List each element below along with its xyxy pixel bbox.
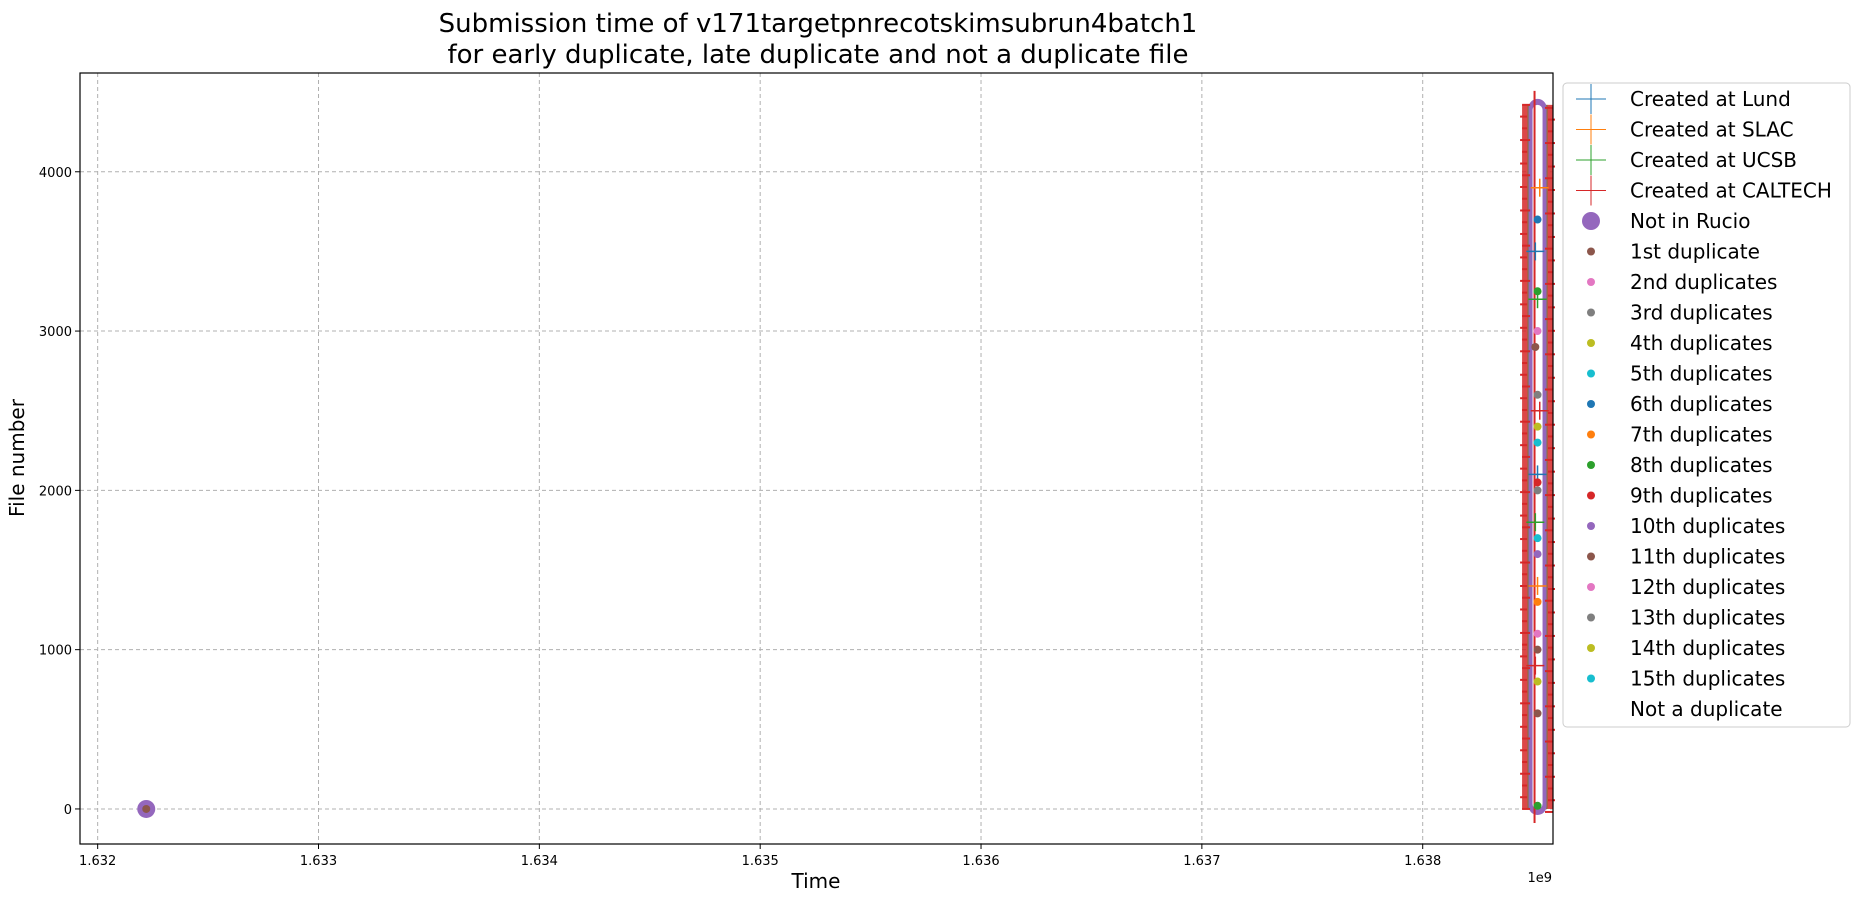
data-points xyxy=(137,178,1549,818)
point-dot xyxy=(1533,550,1542,559)
x-axis-ticks: 1.632 1.633 1.634 1.635 1.636 1.637 1.638 xyxy=(79,844,1441,869)
legend-marker-dot xyxy=(1587,583,1595,591)
point-dot xyxy=(1533,390,1542,399)
legend-marker-dot xyxy=(1587,613,1595,622)
legend-label: 12th duplicates xyxy=(1630,575,1785,599)
point-dot xyxy=(1531,342,1540,351)
legend-label: 13th duplicates xyxy=(1630,606,1785,630)
legend-marker-dot xyxy=(1587,644,1595,652)
x-tick-label: 1.632 xyxy=(79,854,116,869)
point-dot xyxy=(1533,478,1542,487)
point-dot xyxy=(1533,709,1542,718)
point-dot xyxy=(1533,287,1542,296)
legend-frame xyxy=(1562,82,1851,728)
x-tick-label: 1.638 xyxy=(1404,854,1441,869)
legend-label: 11th duplicates xyxy=(1630,545,1785,569)
y-tick-label: 2000 xyxy=(39,484,72,499)
legend: Created at Lund Created at SLAC Created at… xyxy=(1562,82,1851,728)
chart-title-line1: Submission time of v171targetpnrecotskim… xyxy=(439,9,1198,39)
y-axis-ticks: 0 1000 2000 3000 4000 xyxy=(39,166,80,818)
legend-marker-dot xyxy=(1587,491,1595,500)
legend-label: Not a duplicate xyxy=(1630,697,1783,721)
legend-marker-dot xyxy=(1587,552,1595,561)
point-dot xyxy=(1533,597,1542,606)
legend-label: 7th duplicates xyxy=(1630,423,1773,447)
x-tick-label: 1.637 xyxy=(1183,854,1220,869)
point-dot xyxy=(1533,438,1542,447)
legend-label: 4th duplicates xyxy=(1630,331,1773,355)
legend-marker-big-dot xyxy=(1582,212,1600,230)
y-tick-label: 1000 xyxy=(39,644,72,659)
plot-area-frame xyxy=(79,72,1554,845)
legend-marker-dot xyxy=(1587,461,1595,469)
point-dot xyxy=(1533,645,1542,654)
y-tick-label: 0 xyxy=(64,803,72,818)
grid xyxy=(80,73,1553,844)
legend-label: 9th duplicates xyxy=(1630,484,1773,508)
point-dot xyxy=(1533,677,1542,686)
legend-label: 3rd duplicates xyxy=(1630,301,1773,325)
x-tick-label: 1.635 xyxy=(742,854,779,869)
legend-marker-dot xyxy=(1587,400,1595,408)
legend-label: 15th duplicates xyxy=(1630,667,1785,691)
x-axis-offset-text: 1e9 xyxy=(1527,871,1552,886)
legend-label: 8th duplicates xyxy=(1630,453,1773,477)
legend-marker-dot xyxy=(1587,430,1595,439)
y-axis-label: File number xyxy=(5,398,29,517)
legend-label: 10th duplicates xyxy=(1630,514,1785,538)
legend-label: Not in Rucio xyxy=(1630,209,1750,233)
y-tick-label: 3000 xyxy=(39,325,72,340)
point-dot xyxy=(142,804,151,813)
legend-label: Created at Lund xyxy=(1630,87,1791,111)
point-dot xyxy=(1533,215,1542,224)
x-tick-label: 1.636 xyxy=(962,854,999,869)
legend-label: Created at CALTECH xyxy=(1630,179,1832,203)
x-tick-label: 1.633 xyxy=(300,854,337,869)
legend-marker-dot xyxy=(1587,339,1595,347)
legend-marker-dot xyxy=(1587,308,1595,317)
legend-label: 1st duplicate xyxy=(1630,240,1760,264)
x-tick-label: 1.634 xyxy=(521,854,558,869)
legend-marker-dot xyxy=(1587,522,1595,530)
point-dot xyxy=(1533,629,1542,638)
legend-label: 14th duplicates xyxy=(1630,636,1785,660)
legend-marker-dot xyxy=(1587,369,1595,378)
point-dot xyxy=(1533,422,1542,431)
point-dot xyxy=(1533,327,1542,336)
legend-label: 6th duplicates xyxy=(1630,392,1773,416)
chart-title-line2: for early duplicate, late duplicate and … xyxy=(447,40,1188,70)
point-dot xyxy=(1533,486,1542,495)
y-tick-label: 4000 xyxy=(39,166,72,181)
point-dot xyxy=(1533,534,1542,543)
x-axis-label: Time xyxy=(791,869,841,893)
legend-label: Created at UCSB xyxy=(1630,148,1797,172)
legend-marker-dot xyxy=(1587,247,1595,256)
legend-label: 2nd duplicates xyxy=(1630,270,1777,294)
legend-label: 5th duplicates xyxy=(1630,362,1773,386)
legend-label: Created at SLAC xyxy=(1630,118,1794,142)
legend-marker-dot xyxy=(1587,278,1595,286)
point-dot xyxy=(1533,801,1542,810)
legend-marker-dot xyxy=(1587,674,1595,683)
